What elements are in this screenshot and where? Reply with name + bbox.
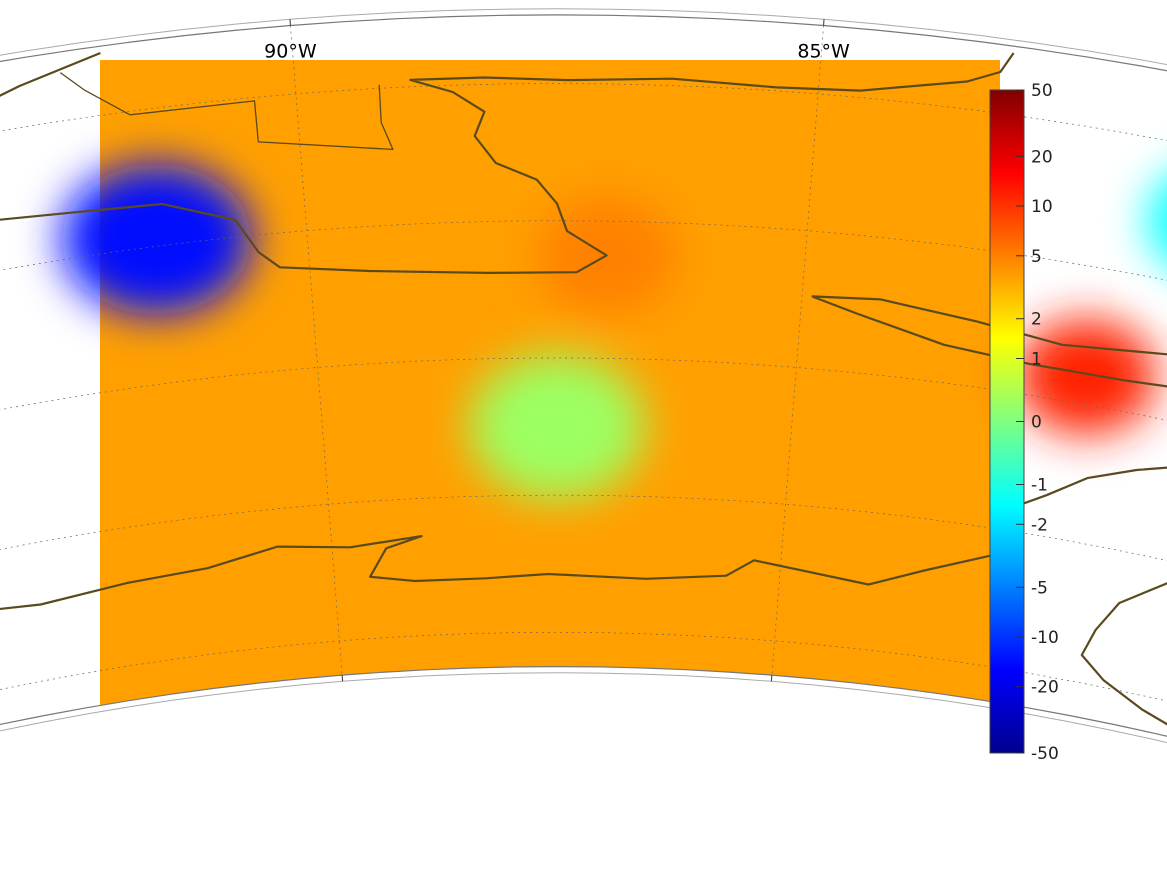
colorbar-label: -2 bbox=[1031, 515, 1048, 535]
field-feature bbox=[469, 354, 645, 499]
colorbar-label: -1 bbox=[1031, 476, 1048, 496]
field-feature bbox=[1147, 162, 1167, 279]
field-feature bbox=[61, 164, 252, 315]
colorbar-label: -20 bbox=[1031, 678, 1059, 698]
colorbar-label: 0 bbox=[1031, 413, 1042, 433]
frame-tick bbox=[770, 675, 773, 682]
coastlines bbox=[0, 51, 1167, 749]
map-area: 100°W95°W90°W85°W80°W75°W 32°N28°N24°N20… bbox=[0, 8, 1167, 847]
longitude-labels: 100°W95°W90°W85°W80°W75°W bbox=[264, 41, 850, 63]
map-frame bbox=[0, 14, 1167, 737]
colorbar-label: 1 bbox=[1031, 350, 1042, 370]
colorbar-label: -50 bbox=[1031, 744, 1059, 764]
colorbar-label: -10 bbox=[1031, 628, 1059, 648]
colorbar-label: 20 bbox=[1031, 147, 1053, 167]
gridline bbox=[290, 25, 343, 676]
field-feature bbox=[1016, 318, 1157, 435]
colorbar-label: 50 bbox=[1031, 81, 1053, 101]
colorbar-label: -5 bbox=[1031, 578, 1048, 598]
coastline-florida bbox=[993, 465, 1167, 749]
longitude-label: 85°W bbox=[797, 41, 850, 63]
coastline-border1 bbox=[59, 72, 394, 151]
colorbar-label: 5 bbox=[1031, 247, 1042, 267]
colorbar-label: 2 bbox=[1031, 310, 1042, 330]
coastline-gulf bbox=[0, 52, 1015, 627]
frame-tick bbox=[341, 675, 344, 682]
frame-ticks bbox=[289, 19, 825, 682]
colorbar-label: 10 bbox=[1031, 197, 1053, 217]
data-field bbox=[61, 162, 1167, 499]
gridline bbox=[771, 25, 824, 676]
coastline-cuba bbox=[811, 295, 1167, 506]
gridlines bbox=[0, 25, 1167, 847]
longitude-label: 90°W bbox=[264, 41, 317, 63]
